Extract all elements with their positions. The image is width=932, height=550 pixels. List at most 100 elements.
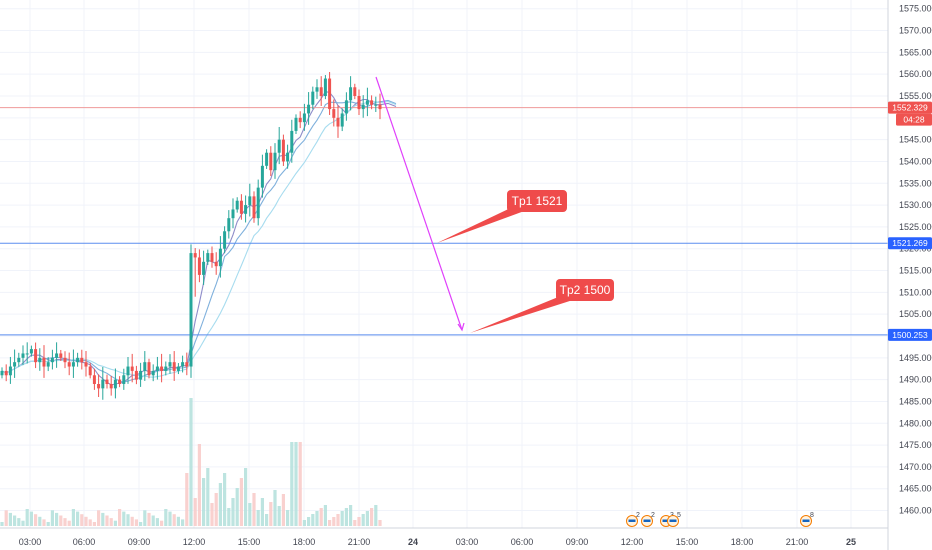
callout-box[interactable] [507, 190, 567, 212]
candle-body[interactable] [63, 357, 67, 363]
candle-body[interactable] [168, 362, 172, 367]
candle-body[interactable] [202, 261, 206, 275]
candle-body[interactable] [244, 205, 248, 214]
candle-body[interactable] [189, 253, 193, 367]
candle-body[interactable] [223, 231, 227, 249]
candle-body[interactable] [307, 104, 311, 114]
callout-box[interactable] [556, 279, 614, 301]
candle-body[interactable] [34, 349, 38, 363]
candle-body[interactable] [315, 87, 319, 92]
candle-body[interactable] [139, 370, 143, 380]
candle-body[interactable] [160, 366, 164, 371]
candle-body[interactable] [286, 152, 290, 162]
candle-body[interactable] [311, 91, 315, 105]
time-axis[interactable]: 03:00 06:00 09:00 12:00 15:00 18:00 21:00 24 03:… [19, 537, 856, 547]
candle-body[interactable] [248, 196, 252, 206]
candle-body[interactable] [109, 384, 113, 389]
candle-body[interactable] [126, 366, 130, 376]
candle-body[interactable] [55, 353, 59, 358]
candle-body[interactable] [76, 357, 80, 363]
candle-body[interactable] [50, 357, 54, 363]
candle-body[interactable] [155, 366, 159, 371]
candle-body[interactable] [214, 261, 218, 267]
candle-body[interactable] [206, 253, 210, 262]
candle-body[interactable] [71, 362, 75, 367]
candle-body[interactable] [336, 117, 340, 127]
candle-body[interactable] [378, 104, 382, 110]
candle-body[interactable] [256, 187, 260, 219]
candle-body[interactable] [361, 104, 365, 110]
candle-body[interactable] [353, 87, 357, 96]
candle-body[interactable] [218, 248, 222, 267]
candle-body[interactable] [172, 362, 176, 371]
candle-body[interactable] [164, 366, 168, 371]
candle-body[interactable] [88, 366, 92, 376]
candle-body[interactable] [294, 117, 298, 131]
drawings[interactable]: Tp1 1521 Tp2 1500 [375, 76, 614, 333]
candle-body[interactable] [239, 200, 243, 214]
candle-body[interactable] [143, 362, 147, 371]
candle-body[interactable] [193, 253, 197, 258]
candle-body[interactable] [147, 362, 151, 376]
candle-body[interactable] [84, 362, 88, 367]
candle-body[interactable] [0, 370, 4, 376]
candle-body[interactable] [227, 218, 231, 232]
candle-body[interactable] [21, 353, 25, 358]
candle-body[interactable] [298, 117, 302, 123]
candle-body[interactable] [332, 109, 336, 118]
candle-body[interactable] [235, 200, 239, 210]
candle-body[interactable] [357, 96, 361, 110]
candle-body[interactable] [151, 370, 155, 376]
projection-arrow-line[interactable] [375, 76, 463, 331]
candle-body[interactable] [101, 379, 105, 389]
candlesticks[interactable] [0, 72, 382, 400]
candle-body[interactable] [290, 130, 294, 153]
candle-body[interactable] [365, 100, 369, 105]
candle-body[interactable] [328, 78, 332, 110]
candle-body[interactable] [374, 104, 378, 106]
candle-body[interactable] [323, 78, 327, 96]
candle-body[interactable] [197, 257, 201, 275]
candle-body[interactable] [185, 362, 189, 367]
candle-body[interactable] [277, 139, 281, 153]
candle-body[interactable] [8, 366, 12, 376]
candle-body[interactable] [340, 113, 344, 127]
candle-body[interactable] [13, 362, 17, 367]
candle-body[interactable] [349, 87, 353, 101]
candle-body[interactable] [302, 113, 306, 123]
candle-body[interactable] [17, 357, 21, 363]
candle-body[interactable] [29, 349, 33, 354]
candle-body[interactable] [265, 152, 269, 166]
candle-body[interactable] [25, 353, 29, 355]
candle-body[interactable] [38, 357, 42, 363]
candle-body[interactable] [260, 165, 264, 188]
economic-events[interactable]: 22358 [626, 512, 815, 527]
candle-body[interactable] [92, 375, 96, 384]
candle-body[interactable] [181, 362, 185, 367]
candle-body[interactable] [67, 362, 71, 367]
candle-body[interactable] [113, 379, 117, 389]
candle-body[interactable] [59, 353, 63, 358]
candle-body[interactable] [252, 196, 256, 219]
candle-body[interactable] [97, 384, 101, 389]
candle-body[interactable] [105, 379, 109, 384]
candle-body[interactable] [176, 366, 180, 371]
candle-body[interactable] [370, 100, 374, 105]
candle-body[interactable] [281, 139, 285, 162]
candle-body[interactable] [269, 152, 273, 171]
candle-body[interactable] [122, 375, 126, 384]
candle-body[interactable] [273, 152, 277, 171]
candle-body[interactable] [210, 253, 214, 262]
candle-body[interactable] [134, 370, 138, 380]
price-axis[interactable]: 1575.000 1570.000 1565.000 1560.000 1555.000… [899, 4, 932, 516]
candle-body[interactable] [46, 362, 50, 367]
candle-body[interactable] [130, 366, 134, 371]
candle-body[interactable] [80, 357, 84, 363]
candle-body[interactable] [344, 100, 348, 114]
candle-body[interactable] [231, 209, 235, 219]
candle-body[interactable] [319, 87, 323, 96]
candle-body[interactable] [118, 379, 122, 384]
candle-body[interactable] [42, 357, 46, 367]
candle-body[interactable] [4, 370, 8, 376]
